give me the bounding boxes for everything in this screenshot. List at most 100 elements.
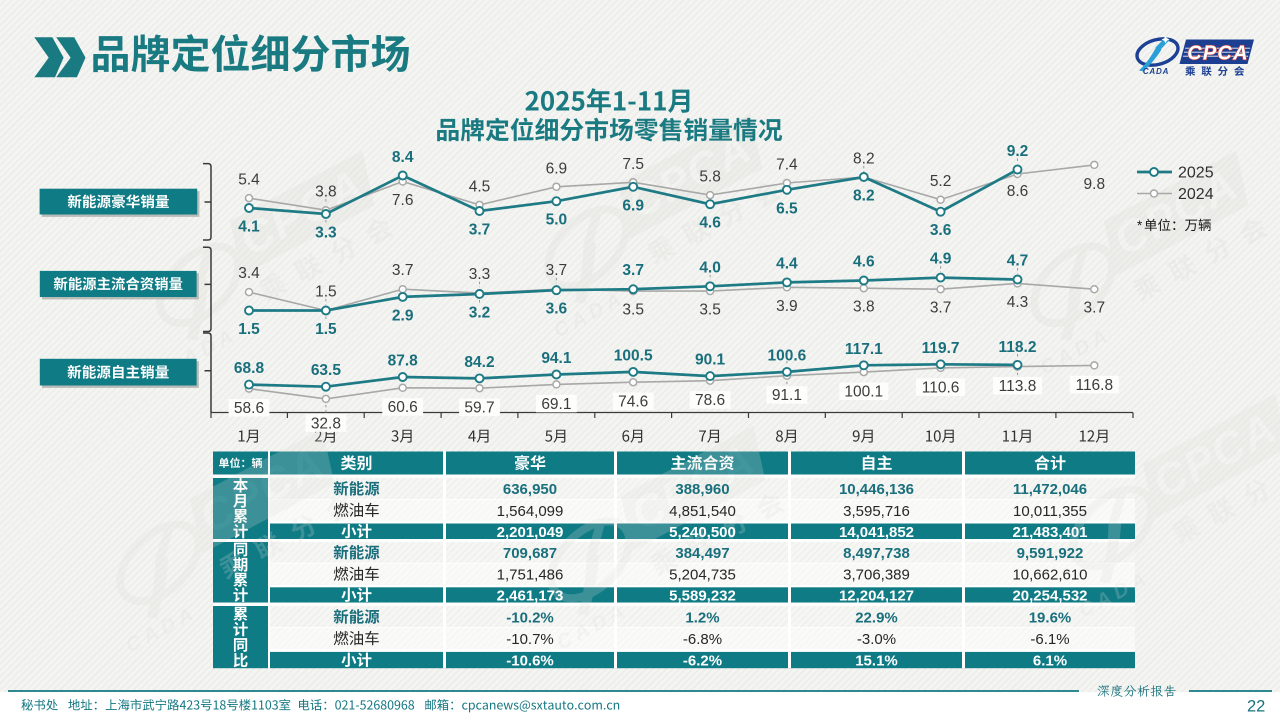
svg-text:3.4: 3.4 <box>238 265 260 282</box>
svg-text:20,254,532: 20,254,532 <box>1012 588 1087 605</box>
svg-text:4.0: 4.0 <box>699 259 721 276</box>
svg-text:3.2: 3.2 <box>469 305 491 322</box>
svg-text:3,706,389: 3,706,389 <box>843 567 910 584</box>
svg-text:-6.8%: -6.8% <box>683 631 722 648</box>
svg-text:3.7: 3.7 <box>392 262 414 279</box>
svg-text:87.8: 87.8 <box>388 353 419 370</box>
svg-text:CADA: CADA <box>122 601 201 657</box>
svg-text:4.4: 4.4 <box>776 255 798 272</box>
svg-text:3.3: 3.3 <box>469 266 491 283</box>
svg-text:110.6: 110.6 <box>922 379 960 396</box>
svg-text:7.6: 7.6 <box>392 192 414 209</box>
svg-text:113.8: 113.8 <box>999 378 1037 395</box>
svg-text:100.6: 100.6 <box>768 347 807 364</box>
svg-text:2025: 2025 <box>1178 165 1214 182</box>
svg-text:94.1: 94.1 <box>541 350 572 367</box>
svg-text:-6.1%: -6.1% <box>1030 631 1069 648</box>
svg-text:9.8: 9.8 <box>1084 176 1106 193</box>
svg-text:4.3: 4.3 <box>1007 294 1029 311</box>
svg-text:14,041,852: 14,041,852 <box>839 524 914 541</box>
svg-text:4.7: 4.7 <box>1007 253 1029 270</box>
svg-text:6.9: 6.9 <box>622 197 644 214</box>
svg-text:-6.2%: -6.2% <box>683 653 722 670</box>
svg-text:63.5: 63.5 <box>311 362 342 379</box>
svg-text:116.8: 116.8 <box>1075 377 1113 394</box>
svg-text:4,851,540: 4,851,540 <box>669 503 736 520</box>
svg-text:117.1: 117.1 <box>845 341 883 358</box>
svg-text:-10.6%: -10.6% <box>506 653 554 670</box>
svg-text:1,751,486: 1,751,486 <box>497 567 564 584</box>
svg-text:3.5: 3.5 <box>699 302 721 319</box>
svg-text:3.7: 3.7 <box>930 300 952 317</box>
svg-text:-3.0%: -3.0% <box>857 631 896 648</box>
svg-text:5,589,232: 5,589,232 <box>669 588 736 605</box>
svg-text:8.2: 8.2 <box>853 151 875 168</box>
svg-text:59.7: 59.7 <box>464 400 494 417</box>
svg-text:709,687: 709,687 <box>503 545 557 562</box>
svg-text:5.0: 5.0 <box>546 212 568 229</box>
svg-text:4.6: 4.6 <box>853 254 875 271</box>
svg-text:3.5: 3.5 <box>622 302 644 319</box>
svg-text:22.9%: 22.9% <box>855 609 898 626</box>
svg-text:CADA: CADA <box>1036 323 1115 379</box>
svg-text:CADA: CADA <box>1143 67 1169 76</box>
svg-text:90.1: 90.1 <box>695 352 726 369</box>
svg-text:9.2: 9.2 <box>1007 143 1029 160</box>
svg-text:1.2%: 1.2% <box>685 609 719 626</box>
svg-text:119.7: 119.7 <box>922 340 960 357</box>
svg-text:84.2: 84.2 <box>464 354 494 371</box>
svg-text:2024: 2024 <box>1178 186 1214 203</box>
svg-text:CPCA: CPCA <box>1187 43 1248 65</box>
svg-text:3.6: 3.6 <box>930 222 952 239</box>
svg-text:11,472,046: 11,472,046 <box>1013 481 1087 498</box>
svg-text:-10.7%: -10.7% <box>506 631 554 648</box>
svg-text:5.2: 5.2 <box>930 173 952 190</box>
svg-text:4.9: 4.9 <box>930 251 952 268</box>
svg-text:100.5: 100.5 <box>614 347 653 364</box>
svg-text:68.8: 68.8 <box>234 360 265 377</box>
svg-text:58.6: 58.6 <box>234 400 264 417</box>
svg-text:8.2: 8.2 <box>853 188 875 205</box>
svg-text:19.6%: 19.6% <box>1029 609 1072 626</box>
svg-text:3.7: 3.7 <box>546 262 568 279</box>
svg-text:*: * <box>1137 218 1143 233</box>
svg-text:32.8: 32.8 <box>311 415 341 432</box>
svg-text:4.1: 4.1 <box>238 219 260 236</box>
svg-text:7.5: 7.5 <box>622 156 644 173</box>
svg-text:2,461,173: 2,461,173 <box>497 588 564 605</box>
svg-text:5,204,735: 5,204,735 <box>669 567 736 584</box>
svg-text:2.9: 2.9 <box>392 307 414 324</box>
svg-text:118.2: 118.2 <box>999 339 1037 356</box>
svg-text:CPCA: CPCA <box>1145 403 1280 509</box>
svg-text:1,564,099: 1,564,099 <box>497 503 564 520</box>
svg-text:6.9: 6.9 <box>546 160 568 177</box>
svg-text:3.3: 3.3 <box>315 225 337 242</box>
svg-text:9,591,922: 9,591,922 <box>1017 545 1084 562</box>
svg-text:3.9: 3.9 <box>776 298 798 315</box>
svg-text:2,201,049: 2,201,049 <box>497 524 564 541</box>
svg-text:-10.2%: -10.2% <box>506 609 554 626</box>
svg-text:8.6: 8.6 <box>1007 183 1029 200</box>
svg-text:384,497: 384,497 <box>675 545 729 562</box>
svg-text:5.8: 5.8 <box>699 169 721 186</box>
svg-text:8.4: 8.4 <box>392 149 414 166</box>
svg-text:3.6: 3.6 <box>546 301 568 318</box>
svg-text:3,595,716: 3,595,716 <box>843 503 910 520</box>
svg-text:6.1%: 6.1% <box>1033 653 1067 670</box>
svg-text:10,662,610: 10,662,610 <box>1012 567 1087 584</box>
svg-text:5.4: 5.4 <box>238 172 260 189</box>
svg-text:8,497,738: 8,497,738 <box>843 545 910 562</box>
svg-text:3.8: 3.8 <box>315 184 337 201</box>
svg-text:1.5: 1.5 <box>238 321 260 338</box>
svg-text:10,446,136: 10,446,136 <box>839 481 914 498</box>
svg-text:1.5: 1.5 <box>315 321 337 338</box>
svg-text:69.1: 69.1 <box>541 396 571 413</box>
svg-text:3.7: 3.7 <box>622 262 644 279</box>
svg-text:21,483,401: 21,483,401 <box>1012 524 1087 541</box>
svg-text:3.7: 3.7 <box>1084 300 1106 317</box>
svg-text:4.6: 4.6 <box>699 215 721 232</box>
svg-text:15.1%: 15.1% <box>855 653 898 670</box>
svg-text:1.5: 1.5 <box>315 284 337 301</box>
svg-text:60.6: 60.6 <box>388 399 418 416</box>
svg-text:10,011,355: 10,011,355 <box>1013 503 1087 520</box>
